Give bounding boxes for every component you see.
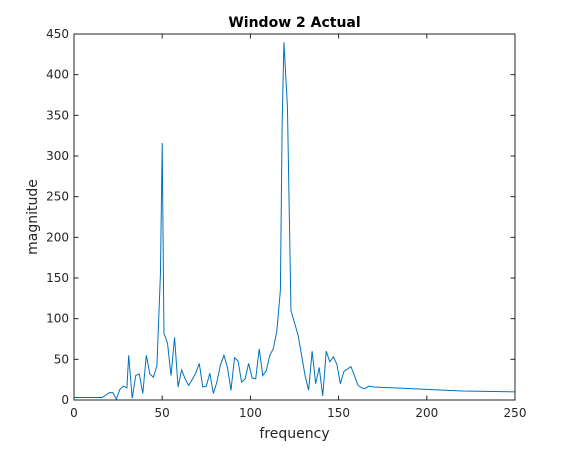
chart-title: Window 2 Actual xyxy=(228,15,360,31)
series-line xyxy=(74,42,516,401)
y-tick-label: 400 xyxy=(46,68,69,82)
y-tick-label: 300 xyxy=(46,149,69,163)
x-tick-label: 100 xyxy=(239,406,262,420)
y-tick-label: 150 xyxy=(46,271,69,285)
y-axis-ticks: 0 50 100 150 200 250 300 350 400 450 xyxy=(46,27,515,407)
y-tick-label: 0 xyxy=(61,393,69,407)
y-tick-label: 100 xyxy=(46,312,69,326)
y-tick-label: 50 xyxy=(54,352,69,366)
y-tick-label: 200 xyxy=(46,230,69,244)
x-axis-label: frequency xyxy=(259,426,329,442)
x-tick-label: 250 xyxy=(504,406,527,420)
y-tick-label: 350 xyxy=(46,108,69,122)
axes-box xyxy=(73,33,516,401)
y-tick-label: 250 xyxy=(46,190,69,204)
x-tick-label: 0 xyxy=(70,406,78,420)
x-axis-ticks: 0 50 100 150 200 250 xyxy=(70,34,526,420)
y-tick-label: 450 xyxy=(46,27,69,41)
x-tick-label: 200 xyxy=(415,406,438,420)
x-tick-label: 150 xyxy=(327,406,350,420)
x-tick-label: 50 xyxy=(155,406,170,420)
plot-area xyxy=(74,34,515,400)
y-axis-label: magnitude xyxy=(25,179,41,255)
